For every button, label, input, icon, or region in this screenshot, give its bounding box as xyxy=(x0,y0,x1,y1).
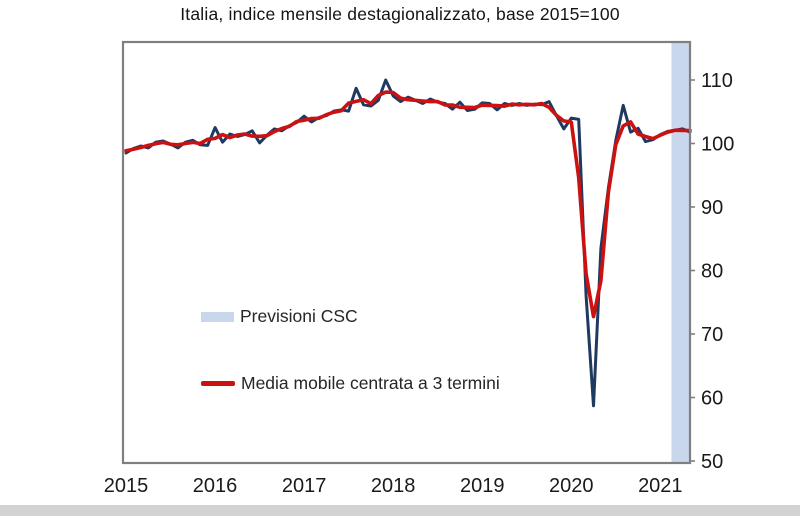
legend-label-previsioni-csc: Previsioni CSC xyxy=(240,306,358,326)
moving-average-line-swatch-icon xyxy=(201,381,235,386)
y-tick-label: 110 xyxy=(701,70,733,92)
x-tick-label: 2016 xyxy=(193,475,238,497)
x-tick-label: 2017 xyxy=(282,475,327,497)
x-tick-label: 2018 xyxy=(371,475,416,497)
y-tick-label: 70 xyxy=(701,324,723,346)
moving-average-line xyxy=(124,90,692,319)
legend-label-media-mobile: Media mobile centrata a 3 termini xyxy=(241,373,500,393)
x-tick-label: 2020 xyxy=(549,475,594,497)
y-tick-label: 50 xyxy=(701,451,723,473)
y-tick-label: 100 xyxy=(701,134,734,156)
x-tick-label: 2019 xyxy=(460,475,505,497)
x-tick-label: 2015 xyxy=(104,475,149,497)
forecast-band-swatch-icon xyxy=(201,311,234,322)
legend-item-previsioni-csc: Previsioni CSC xyxy=(201,306,358,327)
bottom-gray-strip xyxy=(0,505,800,516)
y-tick-label: 90 xyxy=(701,197,723,219)
chart-title: Italia, indice mensile destagionalizzato… xyxy=(180,4,620,24)
legend-item-media-mobile: Media mobile centrata a 3 termini xyxy=(201,373,500,394)
plot-frame xyxy=(121,40,692,465)
y-tick-label: 80 xyxy=(701,261,723,283)
y-tick-label: 60 xyxy=(701,388,723,410)
x-tick-label: 2021 xyxy=(638,475,683,497)
forecast-band xyxy=(671,42,690,463)
